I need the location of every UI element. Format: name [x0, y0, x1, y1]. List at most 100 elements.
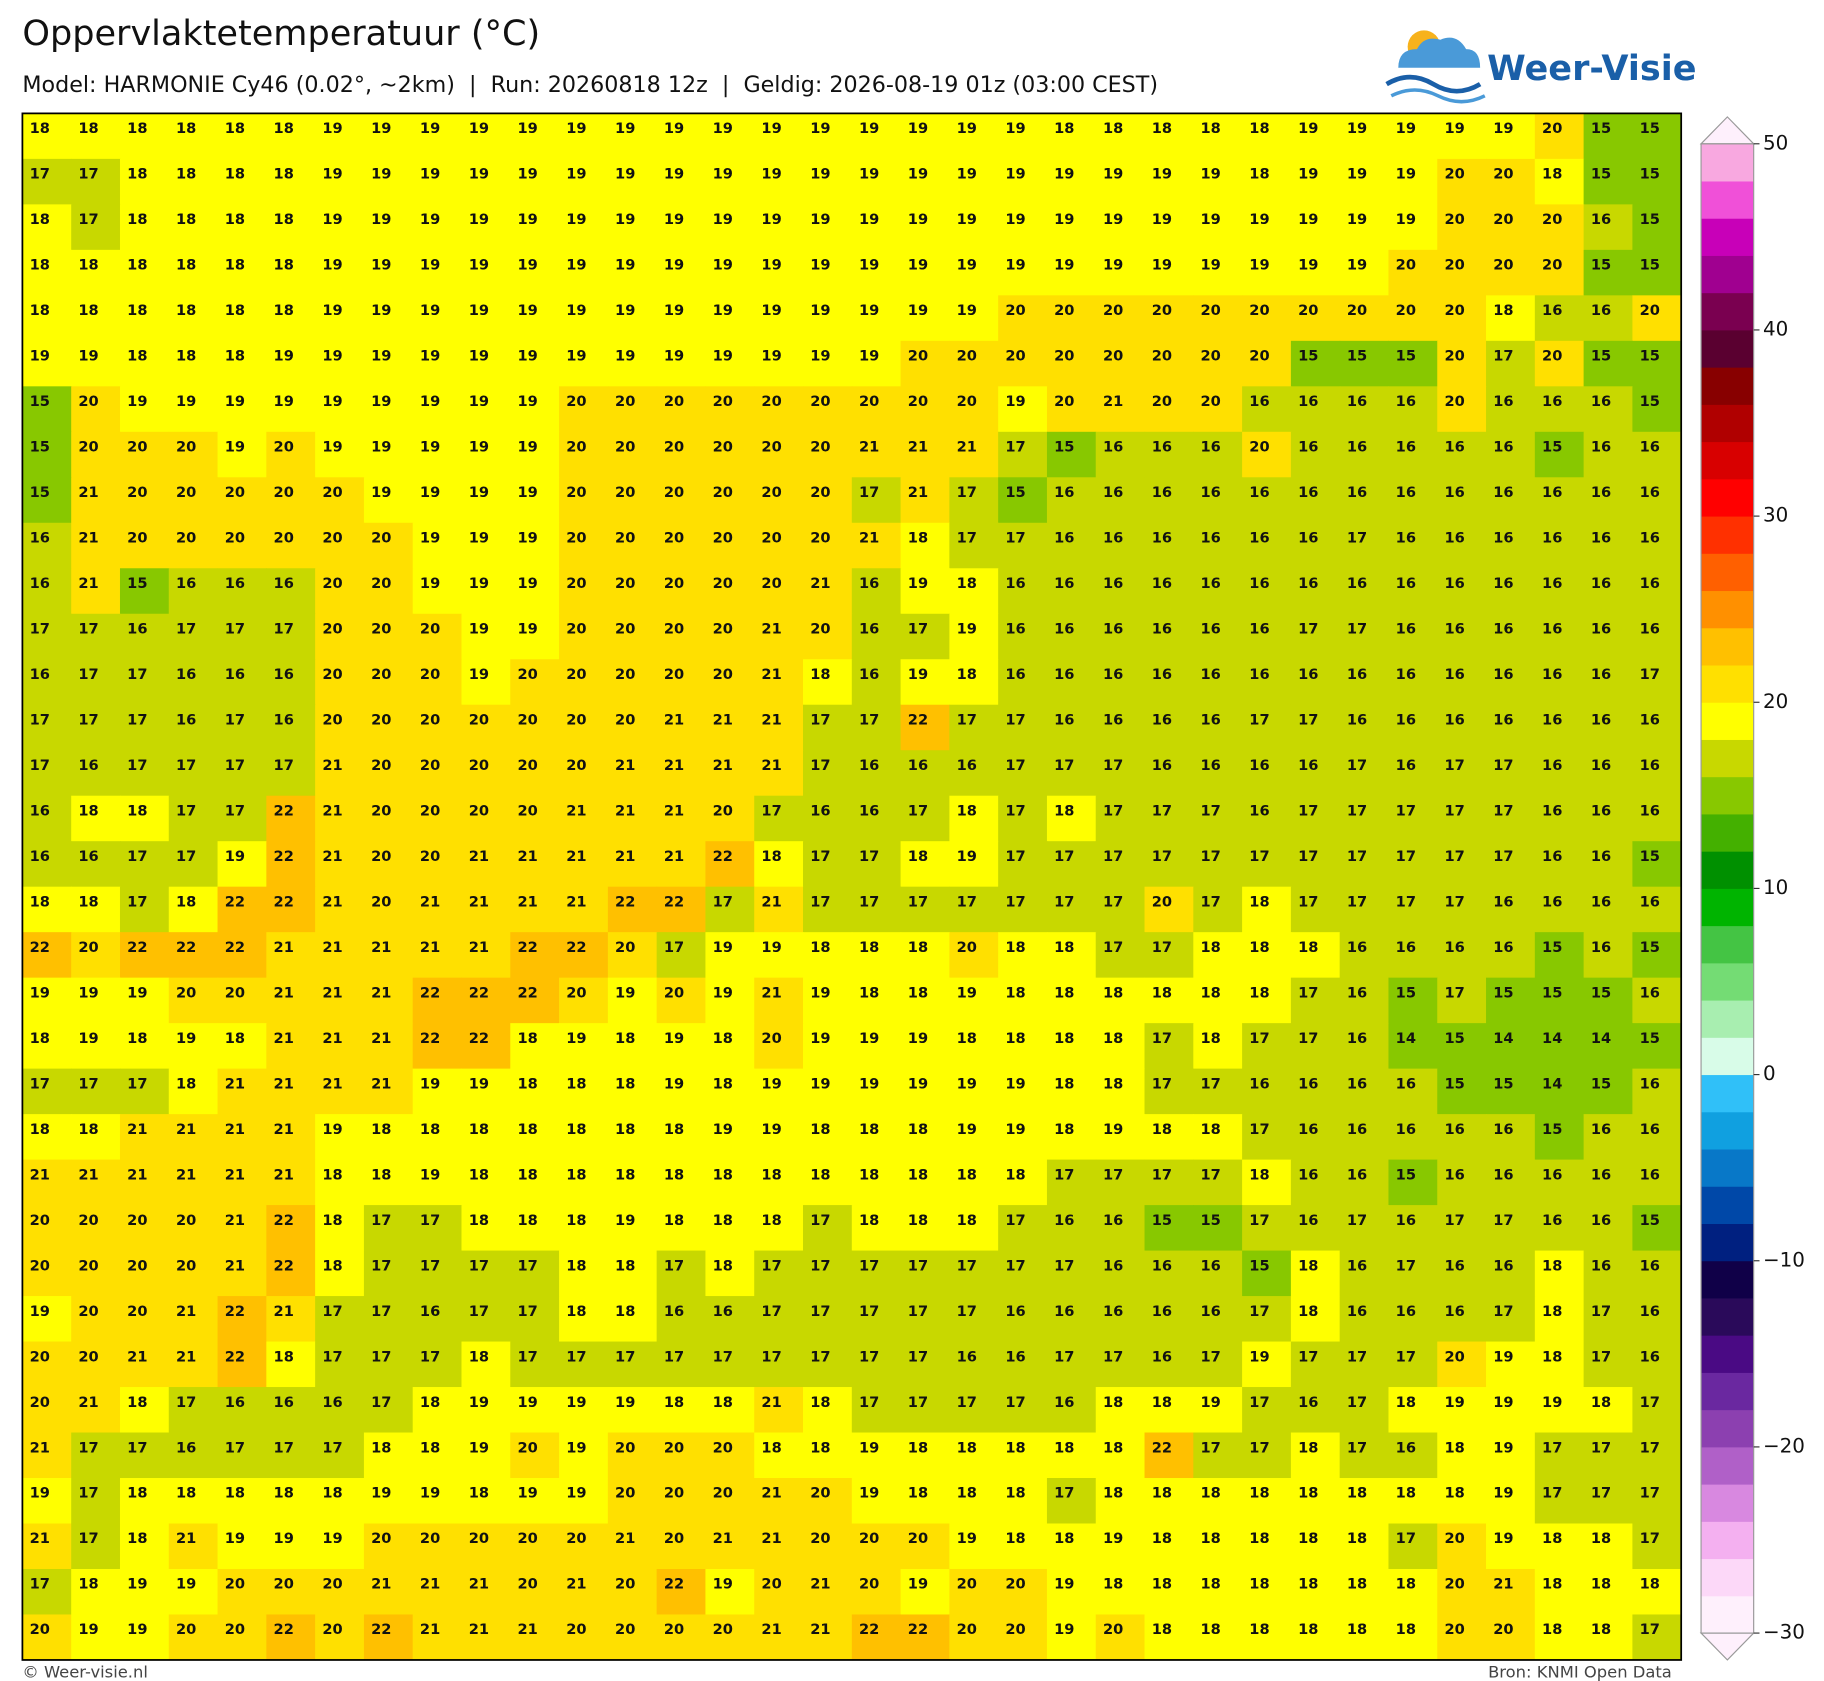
temperature-cell — [22, 113, 72, 160]
cell-label: 17 — [30, 620, 50, 637]
cell-label: 20 — [859, 1530, 879, 1547]
cell-label: 20 — [615, 575, 635, 592]
temperature-cell — [266, 431, 316, 478]
cell-label: 19 — [713, 120, 733, 137]
cell-label: 17 — [78, 1530, 98, 1547]
temperature-cell — [559, 477, 609, 524]
cell-label: 20 — [469, 757, 489, 774]
cell-label: 19 — [371, 120, 391, 137]
temperature-cell — [1534, 249, 1585, 296]
cell-label: 20 — [664, 1439, 684, 1456]
cell-label: 15 — [1591, 166, 1611, 183]
temperature-cell — [1486, 431, 1536, 478]
cell-label: 20 — [176, 530, 196, 547]
cell-label: 18 — [1249, 1166, 1269, 1183]
cell-label: 19 — [957, 120, 977, 137]
cell-label: 17 — [1347, 1439, 1367, 1456]
cell-label: 18 — [1054, 1030, 1074, 1047]
cell-label: 18 — [1201, 1030, 1221, 1047]
cell-label: 18 — [30, 120, 50, 137]
cell-label: 19 — [1005, 393, 1025, 410]
colorbar-band — [1701, 739, 1754, 778]
cell-label: 18 — [225, 257, 245, 274]
cell-label: 18 — [274, 211, 294, 228]
temperature-cell — [1632, 295, 1682, 342]
cell-label: 18 — [810, 1439, 830, 1456]
cell-label: 19 — [664, 1075, 684, 1092]
cell-label: 18 — [225, 1030, 245, 1047]
cell-label: 19 — [761, 348, 781, 365]
cell-label: 16 — [1347, 1075, 1367, 1092]
cell-label: 17 — [371, 1303, 391, 1320]
cell-label: 22 — [274, 893, 294, 910]
cell-label: 20 — [810, 393, 830, 410]
cell-label: 18 — [1542, 1530, 1562, 1547]
temperature-cell — [461, 522, 511, 569]
cell-label: 16 — [1298, 439, 1318, 456]
temperature-cell — [900, 477, 950, 524]
cell-label: 17 — [1005, 439, 1025, 456]
cell-label: 22 — [420, 1030, 440, 1047]
temperature-cell — [461, 613, 511, 660]
cell-label: 16 — [1493, 393, 1513, 410]
cell-label: 16 — [1103, 711, 1123, 728]
cell-label: 17 — [1201, 802, 1221, 819]
cell-label: 19 — [1396, 211, 1416, 228]
cell-label: 18 — [420, 1121, 440, 1138]
cell-label: 18 — [1396, 1485, 1416, 1502]
cell-label: 17 — [1493, 1212, 1513, 1229]
cell-label: 19 — [859, 1485, 879, 1502]
cell-label: 20 — [664, 620, 684, 637]
cell-label: 20 — [957, 393, 977, 410]
cell-label: 21 — [176, 1348, 196, 1365]
cell-label: 17 — [78, 166, 98, 183]
temperature-cell — [900, 113, 950, 160]
temperature-cell — [851, 431, 902, 478]
cell-label: 18 — [1054, 939, 1074, 956]
cell-label: 19 — [1201, 257, 1221, 274]
cell-label: 16 — [1201, 1303, 1221, 1320]
logo-cloud — [1398, 37, 1481, 68]
cell-label: 14 — [1542, 1030, 1562, 1047]
cell-label: 16 — [1249, 1075, 1269, 1092]
temperature-cell — [1095, 340, 1146, 387]
temperature-cell — [461, 158, 511, 205]
cell-label: 17 — [1249, 1121, 1269, 1138]
temperature-cell — [998, 295, 1048, 342]
temperature-cell — [1583, 249, 1633, 296]
cell-label: 20 — [322, 711, 342, 728]
cell-label: 17 — [517, 1348, 537, 1365]
cell-label: 19 — [664, 348, 684, 365]
cell-label: 20 — [566, 530, 586, 547]
temperature-cell — [656, 431, 707, 478]
cell-label: 18 — [1201, 1621, 1221, 1638]
cell-label: 20 — [1054, 302, 1074, 319]
temperature-cell — [705, 522, 755, 569]
cell-label: 20 — [30, 1348, 50, 1365]
cell-label: 17 — [78, 1075, 98, 1092]
cell-label: 16 — [1347, 575, 1367, 592]
temperature-cell — [363, 431, 414, 478]
cell-label: 18 — [664, 1394, 684, 1411]
cell-label: 16 — [1591, 484, 1611, 501]
cell-label: 19 — [1152, 257, 1172, 274]
temperature-cell — [1095, 522, 1146, 569]
cell-label: 19 — [859, 257, 879, 274]
temperature-cell — [1339, 249, 1390, 296]
temperature-cell — [1193, 295, 1243, 342]
cell-label: 21 — [566, 1576, 586, 1593]
cell-label: 17 — [957, 484, 977, 501]
temperature-cell — [266, 568, 316, 615]
cell-label: 18 — [957, 1166, 977, 1183]
cell-label: 19 — [30, 984, 50, 1001]
cell-label: 18 — [127, 802, 147, 819]
cell-label: 19 — [566, 257, 586, 274]
temperature-cell — [71, 295, 121, 342]
cell-label: 19 — [713, 1576, 733, 1593]
temperature-cell — [1046, 522, 1097, 569]
cell-label: 19 — [615, 302, 635, 319]
cell-label: 21 — [615, 802, 635, 819]
temperature-cell — [559, 568, 609, 615]
cell-label: 19 — [1396, 166, 1416, 183]
cell-label: 20 — [1152, 393, 1172, 410]
